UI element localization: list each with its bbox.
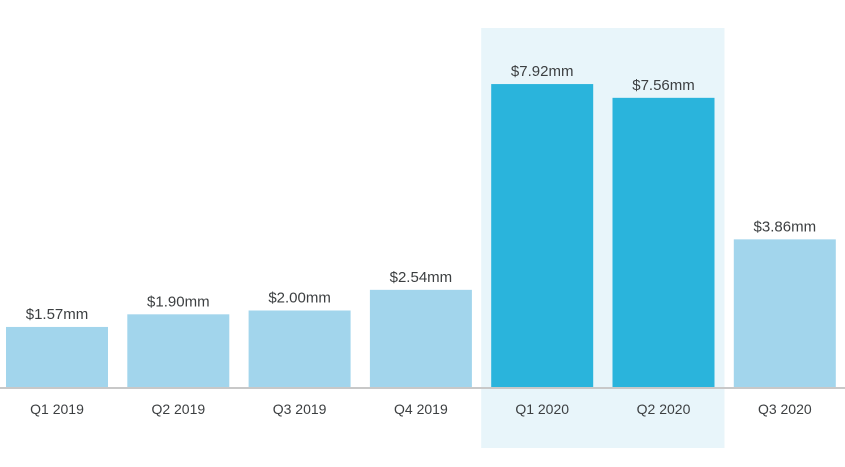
data-labels-layer: $1.57mm $1.90mm $2.00mm $2.54mm $7.92mm $7.56…	[26, 63, 816, 323]
bar-q2-2020	[612, 97, 715, 387]
data-label: $7.92mm	[511, 63, 574, 80]
data-label: $1.57mm	[26, 306, 89, 323]
bar-q2-2019	[127, 314, 230, 387]
data-label: $1.90mm	[147, 293, 210, 310]
bar-q1-2020	[491, 84, 594, 387]
bar-q3-2019	[248, 310, 351, 387]
x-tick-label: Q2 2019	[151, 401, 205, 417]
data-label: $2.54mm	[390, 269, 453, 286]
x-tick-label: Q3 2019	[273, 401, 327, 417]
bar-q4-2019	[369, 289, 472, 387]
x-tick-label: Q4 2019	[394, 401, 448, 417]
x-tick-labels-layer: Q1 2019 Q2 2019 Q3 2019 Q4 2019 Q1 2020 Q2 20…	[30, 401, 812, 417]
bar-q1-2019	[6, 326, 108, 387]
x-tick-label: Q2 2020	[637, 401, 691, 417]
x-tick-label: Q1 2020	[515, 401, 569, 417]
bar-q3-2020	[733, 239, 836, 387]
bars-layer	[6, 84, 836, 387]
x-tick-label: Q3 2020	[758, 401, 812, 417]
data-label: $7.56mm	[632, 77, 695, 94]
x-tick-label: Q1 2019	[30, 401, 84, 417]
data-label: $3.86mm	[754, 218, 817, 235]
data-label: $2.00mm	[268, 290, 331, 307]
